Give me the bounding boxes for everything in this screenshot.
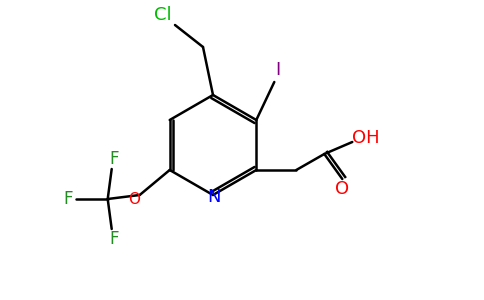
Text: O: O (335, 180, 349, 198)
Text: Cl: Cl (154, 6, 172, 24)
Text: OH: OH (352, 129, 380, 147)
Text: F: F (109, 150, 119, 168)
Text: F: F (109, 230, 119, 248)
Text: I: I (276, 61, 281, 79)
Text: F: F (63, 190, 73, 208)
Text: N: N (207, 188, 221, 206)
Text: O: O (128, 191, 140, 206)
